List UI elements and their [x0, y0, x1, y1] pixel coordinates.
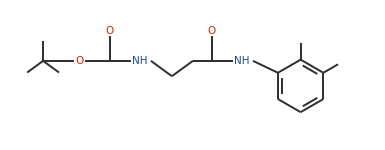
Text: NH: NH: [132, 56, 148, 66]
Text: O: O: [208, 26, 216, 36]
Text: O: O: [105, 26, 114, 36]
Text: NH: NH: [234, 56, 250, 66]
Text: O: O: [75, 56, 84, 66]
